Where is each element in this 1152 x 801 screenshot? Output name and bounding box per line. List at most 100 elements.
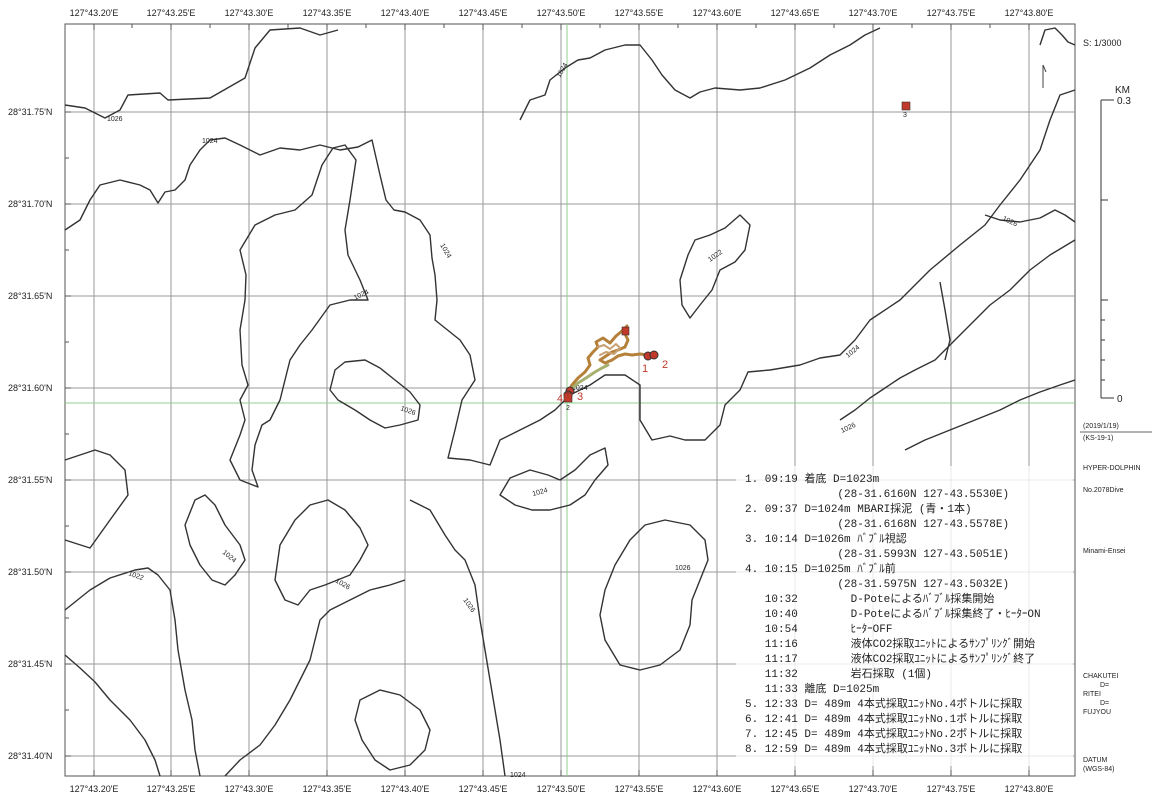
marker-label: 3 [903,112,907,119]
dive-date: (2019/1/19) [1083,423,1119,430]
sample-square [563,392,573,403]
contour-line [984,209,1076,223]
x-axis-labels: 127°43.20'E 127°43.25'E 127°43.30'E 127°… [70,8,1054,794]
log-line: 10:54 ﾋｰﾀｰOFF [745,622,892,636]
track-line [568,363,610,392]
x-tick-label: 127°43.80'E [1005,784,1054,794]
datum-label: DATUM [1083,757,1108,764]
contour-line [329,359,421,429]
x-tick-label: 127°43.35'E [303,8,352,18]
chakutei-depth: D= [1100,682,1109,689]
bathymetry-contours [64,27,1076,777]
log-line: 4. 10:15 D=1025m ﾊﾞﾌﾞﾙ前 [745,561,896,576]
y-axis-labels: 28°31.75'N 28°31.70'N 28°31.65'N 28°31.6… [8,107,52,761]
marker-label: 2 [662,359,668,371]
log-line: 3. 10:14 D=1026m ﾊﾞﾌﾞﾙ視認 [745,531,907,546]
frame-ticks [65,24,1030,776]
x-tick-label: 127°43.60'E [693,784,742,794]
marker-label: 3 [577,391,583,403]
contour-line [229,144,369,488]
y-tick-label: 28°31.40'N [8,751,52,761]
fujyou-label: FUJYOU [1083,709,1111,716]
contour-line [409,499,506,777]
contour-line [224,579,406,777]
ritei-depth: D= [1100,700,1109,707]
log-line: 11:17 液体CO2採取ﾕﾆｯﾄによるｻﾝﾌﾟﾘﾝｸﾞ終了 [745,651,1035,666]
contour-label: 1024 [572,385,588,392]
scale-bottom-label: 0 [1117,394,1123,405]
log-line: 11:16 液体CO2採取ﾕﾆｯﾄによるｻﾝﾌﾟﾘﾝｸﾞ開始 [745,636,1035,651]
contour-line [64,654,161,777]
y-tick-label: 28°31.70'N [8,199,52,209]
log-line: 2. 09:37 D=1024m MBARI採泥 (青・1本) [745,501,972,516]
sample-square [901,101,911,111]
x-tick-label: 127°43.45'E [459,784,508,794]
north-arrow-icon [1042,64,1047,88]
log-line: (28-31.6168N 127-43.5578E) [745,519,1009,531]
contour-label: 1024 [202,138,218,145]
contour-line [519,27,881,121]
contour-line [1039,27,1076,46]
y-tick-label: 28°31.60'N [8,383,52,393]
sample-square [621,326,630,336]
x-tick-label: 127°43.55'E [615,784,664,794]
contour-label: 1024 [510,772,526,779]
chakutei-label: CHAKUTEI [1083,673,1118,680]
contour-line [64,89,1076,466]
contour-line [599,519,709,671]
dive-log-background [736,466,1073,766]
scale-unit: KM [1115,85,1130,96]
log-line: 10:32 D-Poteによるﾊﾞﾌﾞﾙ採集開始 [745,591,994,606]
contour-line [679,214,751,319]
y-tick-label: 28°31.45'N [8,659,52,669]
x-tick-label: 127°43.25'E [147,8,196,18]
log-line: 1. 09:19 着底 D=1023m [745,471,880,486]
dive-log-panel: 1. 09:19 着底 D=1023m (28-31.6160N 127-43.… [736,466,1073,766]
log-line: 6. 12:41 D= 489m 4本式採取ﾕﾆｯﾄNo.1ボトルに採取 [745,711,1022,726]
x-tick-label: 127°43.35'E [303,784,352,794]
contour-line [64,567,201,777]
contour-line [64,27,339,119]
x-tick-label: 127°43.50'E [537,784,586,794]
x-tick-label: 127°43.75'E [927,784,976,794]
track-line [597,343,621,356]
scale-ratio: S: 1/3000 [1083,38,1122,48]
y-tick-label: 28°31.65'N [8,291,52,301]
x-tick-label: 127°43.75'E [927,8,976,18]
contour-label: 1026 [675,565,691,572]
contour-line [64,449,129,549]
log-line: 11:32 岩石採取 (1個) [745,666,932,681]
log-line: 5. 12:33 D= 489m 4本式採取ﾕﾆｯﾄNo.4ボトルに採取 [745,696,1022,711]
x-tick-label: 127°43.25'E [147,784,196,794]
y-tick-label: 28°31.55'N [8,475,52,485]
x-tick-label: 127°43.40'E [381,8,430,18]
contour-label: 1024 [532,487,549,498]
x-tick-label: 127°43.65'E [771,8,820,18]
dive-info-sidebar: (2019/1/19) (KS-19-1) HYPER-DOLPHIN No.2… [1080,423,1152,773]
y-tick-label: 28°31.75'N [8,107,52,117]
contour-label: 1026 [399,405,416,417]
dive-number: No.2078Dive [1083,487,1124,494]
contour-line [499,447,609,511]
contour-line [904,379,1076,451]
contour-line [354,689,431,771]
contour-line [274,499,369,606]
x-tick-label: 127°43.20'E [70,784,119,794]
marker-label: 1 [642,363,648,375]
x-tick-label: 127°43.30'E [225,784,274,794]
x-tick-label: 127°43.20'E [70,8,119,18]
marker-label: 4 [557,393,563,405]
x-tick-label: 127°43.40'E [381,784,430,794]
log-line: 7. 12:45 D= 489m 4本式採取ﾕﾆｯﾄNo.2ボトルに採取 [745,726,1022,741]
log-line: (28-31.6160N 127-43.5530E) [745,489,1009,501]
contour-label: 1022 [127,570,144,582]
ritei-label: RITEI [1083,691,1101,698]
marker-point [649,350,659,360]
log-line: 8. 12:59 D= 489m 4本式採取ﾕﾆｯﾄNo.3ボトルに採取 [745,741,1022,756]
contour-line [939,281,951,361]
vehicle-name: HYPER-DOLPHIN [1083,465,1141,472]
x-tick-label: 127°43.55'E [615,8,664,18]
grid-vertical [93,24,1030,776]
x-tick-label: 127°43.30'E [225,8,274,18]
